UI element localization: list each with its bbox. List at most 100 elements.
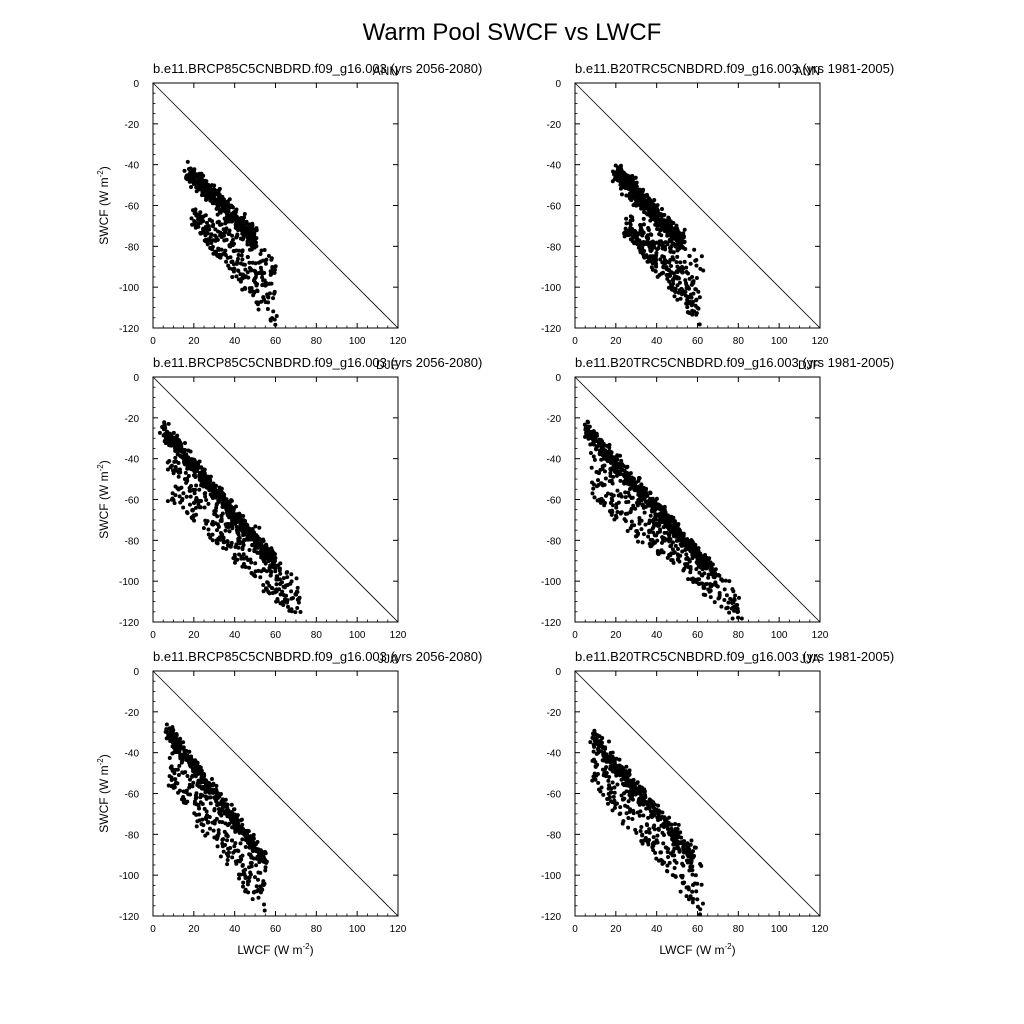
data-point (230, 274, 235, 279)
data-point (164, 727, 169, 732)
data-point (216, 828, 221, 833)
data-point (232, 807, 237, 812)
data-point (208, 826, 213, 831)
y-tick-label: -20 (125, 414, 140, 425)
data-point (249, 560, 254, 565)
data-point (250, 527, 255, 532)
data-point (192, 491, 197, 496)
data-point (641, 222, 646, 227)
data-point (236, 828, 241, 833)
data-point (225, 823, 230, 828)
data-point (662, 220, 667, 225)
data-point (269, 281, 274, 286)
data-point (677, 849, 682, 854)
data-point (261, 278, 266, 283)
data-point (241, 880, 246, 885)
x-tick-label: 120 (390, 630, 407, 641)
data-point (612, 785, 617, 790)
data-point (683, 563, 688, 568)
scatter-points (588, 728, 705, 917)
data-point (684, 552, 689, 557)
data-point (677, 288, 682, 293)
data-point (651, 517, 656, 522)
data-point (608, 501, 613, 506)
data-point (678, 553, 683, 558)
data-point (615, 782, 620, 787)
data-point (238, 872, 243, 877)
data-point (270, 269, 275, 274)
data-point (690, 548, 695, 553)
y-tick-label: -80 (125, 536, 140, 547)
data-point (196, 217, 201, 222)
data-point (671, 250, 676, 255)
data-point (655, 226, 660, 231)
data-point (674, 830, 679, 835)
data-point (659, 823, 664, 828)
data-point (628, 509, 633, 514)
data-point (229, 212, 234, 217)
panel-2: b.e11.B20TRC5CNBDRD.f09_g16.003 (yrs 198… (541, 61, 894, 347)
data-point (238, 272, 243, 277)
x-tick-label: 40 (651, 924, 663, 935)
data-point (636, 798, 641, 803)
data-point (172, 468, 177, 473)
data-point (212, 188, 217, 193)
data-point (173, 455, 178, 460)
data-point (687, 868, 692, 873)
data-point (661, 841, 666, 846)
data-point (632, 477, 637, 482)
data-point (626, 179, 631, 184)
data-point (717, 573, 722, 578)
y-tick-label: -120 (119, 618, 139, 629)
data-point (647, 541, 652, 546)
data-point (247, 565, 252, 570)
data-point (618, 182, 623, 187)
x-tick-label: 60 (692, 924, 704, 935)
data-point (220, 841, 225, 846)
data-point (229, 802, 234, 807)
data-point (190, 514, 195, 519)
data-point (176, 772, 181, 777)
data-point (272, 590, 277, 595)
data-point (298, 609, 303, 614)
data-point (254, 884, 259, 889)
data-point (610, 169, 615, 174)
data-point (220, 837, 225, 842)
data-point (626, 816, 631, 821)
data-point (247, 260, 252, 265)
data-point (603, 493, 608, 498)
data-point (610, 780, 615, 785)
data-point (185, 773, 190, 778)
data-point (630, 215, 635, 220)
data-point (591, 486, 596, 491)
data-point (678, 260, 683, 265)
data-point (294, 576, 299, 581)
data-point (588, 442, 593, 447)
data-point (695, 577, 700, 582)
data-point (185, 466, 190, 471)
data-point (642, 838, 647, 843)
data-point (635, 787, 640, 792)
x-tick-label: 100 (771, 336, 788, 347)
data-point (671, 550, 676, 555)
data-point (647, 209, 652, 214)
data-point (640, 189, 645, 194)
y-axis-label: SWCF (W m-2) (96, 754, 111, 832)
data-point (217, 488, 222, 493)
data-point (194, 824, 199, 829)
data-point (261, 589, 266, 594)
y-tick-label: -120 (119, 324, 139, 335)
data-point (645, 493, 650, 498)
data-point (641, 532, 646, 537)
data-point (672, 275, 677, 280)
data-point (682, 842, 687, 847)
data-point (229, 542, 234, 547)
data-point (660, 810, 665, 815)
data-point (184, 480, 189, 485)
data-point (676, 276, 681, 281)
y-tick-label: -100 (541, 577, 561, 588)
data-point (626, 825, 631, 830)
data-point (669, 822, 674, 827)
data-point (644, 830, 649, 835)
data-point (623, 226, 628, 231)
